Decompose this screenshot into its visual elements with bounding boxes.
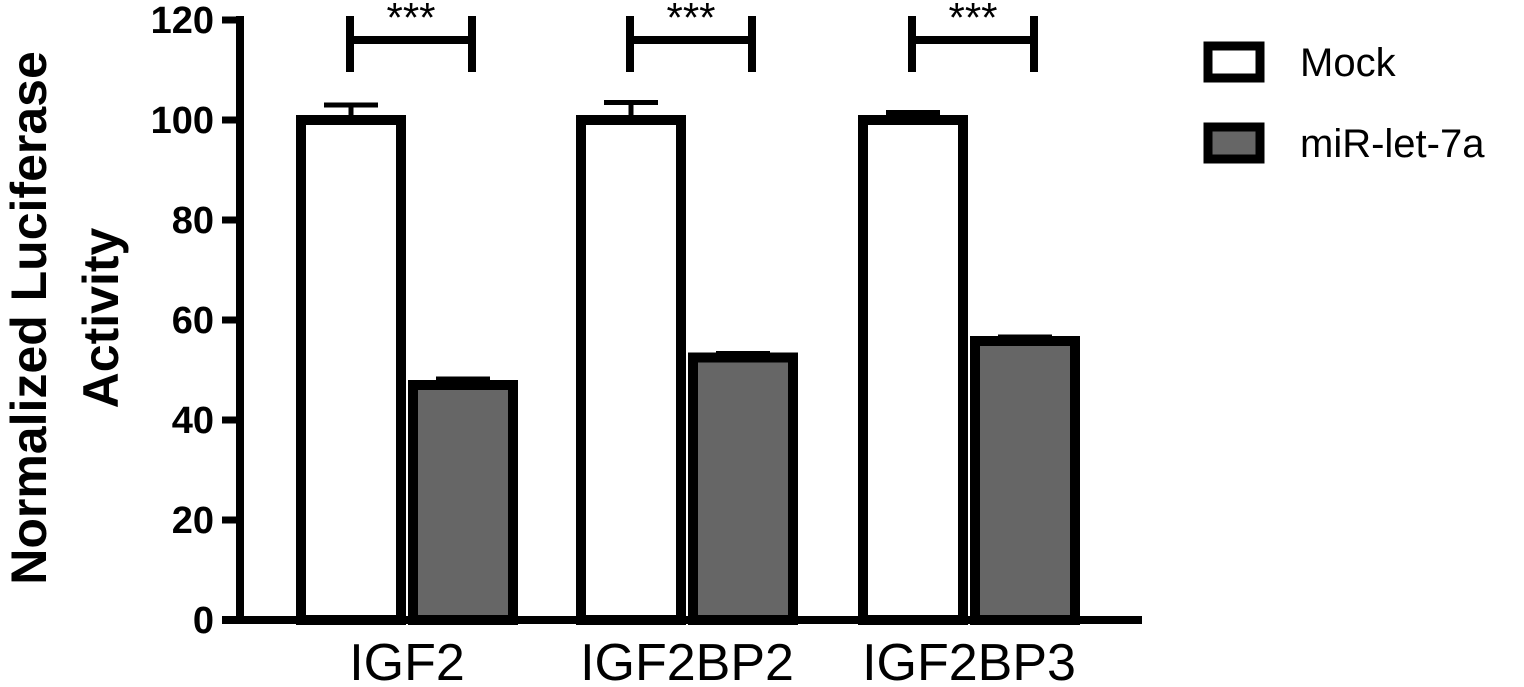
x-tick-label: IGF2BP2 [580,634,794,687]
y-tick-label: 0 [193,600,214,642]
significance-markers: *** *** *** [346,0,1038,72]
legend-label: Mock [1300,41,1397,85]
y-tick-label: 120 [151,0,214,42]
y-tick-label: 80 [172,200,214,242]
y-axis-label-line-1: Normalized Luciferase [1,51,57,585]
x-axis-category-labels: IGF2 IGF2BP2 IGF2BP3 [349,634,1076,687]
legend: Mock miR-let-7a [1203,41,1485,166]
y-tick-label: 20 [172,500,214,542]
significance-label: *** [386,0,435,41]
bar [858,115,968,625]
y-tick-label: 40 [172,400,214,442]
axes [222,16,1142,624]
y-tick-label: 60 [172,300,214,342]
bar [408,380,518,625]
legend-swatch [1203,122,1265,164]
y-tick-label: 100 [151,100,214,142]
bars [296,115,1080,625]
significance-label: *** [666,0,715,41]
legend-label: miR-let-7a [1300,122,1485,166]
legend-swatch [1203,41,1265,83]
x-tick-label: IGF2 [349,634,465,687]
bar [688,352,798,625]
bar [970,336,1080,625]
bar [576,115,686,625]
x-tick-label: IGF2BP3 [862,634,1076,687]
y-axis-label: Normalized Luciferase Activity [1,51,129,585]
error-bars [324,100,1052,385]
significance-label: *** [948,0,997,41]
bar [296,115,406,625]
y-axis-ticks: 0 20 40 60 80 100 120 [151,0,240,642]
y-axis-label-line-2: Activity [73,228,129,409]
